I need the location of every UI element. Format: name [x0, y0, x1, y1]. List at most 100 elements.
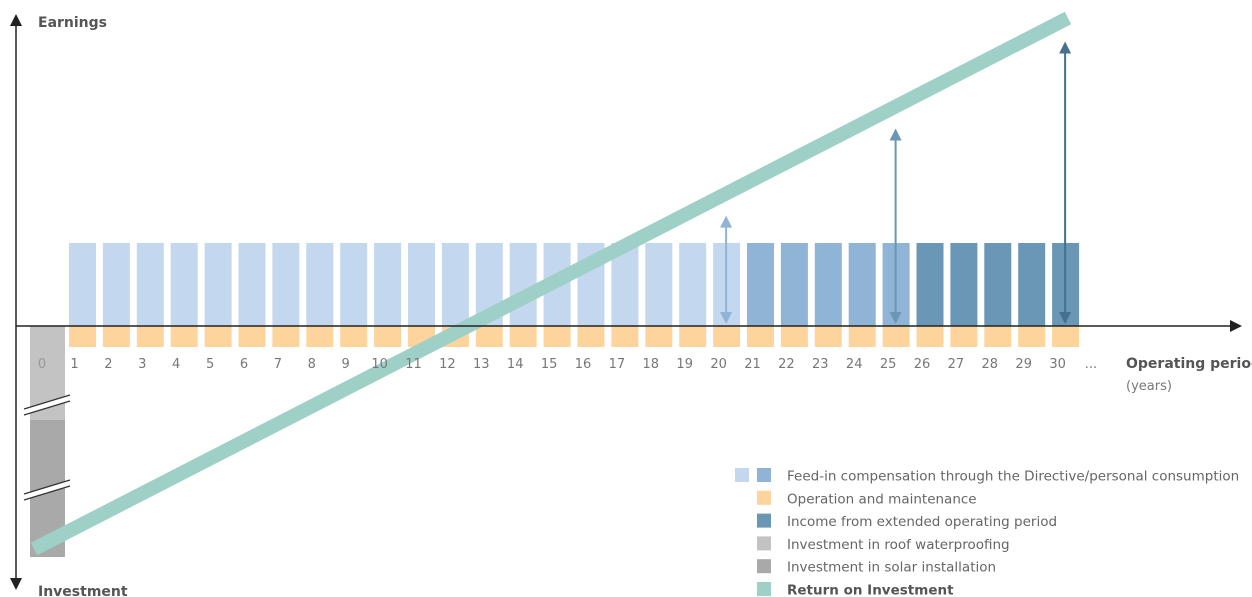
om-bar-year-23	[814, 326, 842, 347]
feed-in-bar-year-2	[102, 243, 130, 326]
return-arrow-head-bottom	[720, 312, 733, 324]
om-bar-year-7	[272, 326, 300, 347]
consumption-bar-year-21	[747, 243, 774, 326]
x-tick-label: 25	[880, 357, 897, 372]
x-tick-label: 5	[206, 357, 214, 372]
x-tick-labels: 0 ... 1 2 3 4 5 6 7 8 9 10 11 12 13 14 15 16 17 18 19 20 21 2…	[38, 357, 1097, 372]
investment-break-gap	[23, 480, 71, 500]
x-tick-label: 8	[308, 357, 316, 372]
x-tick-label: 13	[473, 357, 490, 372]
x-tick-label: 1	[70, 357, 78, 372]
x-tick-label: 18	[643, 357, 660, 372]
feed-in-bar-year-19	[679, 243, 707, 326]
legend-label: Income from extended operating period	[787, 514, 1057, 530]
om-bar-year-15	[543, 326, 571, 347]
feed-in-bar-year-5	[204, 243, 232, 326]
x-tick-label: 2	[104, 357, 112, 372]
x-tick-label: 23	[812, 357, 829, 372]
x-tick-label: 27	[948, 357, 965, 372]
legend-swatch-extended-income	[757, 513, 771, 528]
legend-label: Return on Investment	[787, 583, 954, 597]
return-on-investment-line	[30, 11, 1072, 556]
return-arrow-head-bottom	[889, 312, 902, 324]
feed-in-bar-year-7	[272, 243, 300, 326]
feed-in-bar-year-4	[170, 243, 198, 326]
feed-in-bar-year-9	[340, 243, 368, 326]
investment-break-mark	[23, 485, 71, 501]
x-tick-label: 6	[240, 357, 248, 372]
investment-bar-group	[23, 326, 71, 557]
om-bar-year-26	[916, 326, 944, 347]
feed-in-bar-group	[69, 243, 1080, 326]
x-tick-label: 3	[138, 357, 146, 372]
legend: Feed-in compensation through the Directi…	[735, 468, 1239, 597]
extended-income-bar-year-28	[984, 243, 1012, 326]
legend-label: Investment in solar installation	[787, 560, 996, 576]
om-bar-year-30	[1052, 326, 1080, 347]
x-tick-label: 26	[914, 357, 931, 372]
return-arrow-head-top	[720, 215, 733, 228]
legend-swatch-feed-in-light	[735, 468, 749, 482]
om-bar-year-27	[950, 326, 978, 347]
om-bar-year-24	[848, 326, 876, 347]
return-arrow-head-top	[889, 128, 902, 141]
om-bar-year-4	[170, 326, 198, 347]
x-tick-label: 15	[541, 357, 558, 372]
om-bar-year-29	[1018, 326, 1046, 347]
x-tick-label: 9	[342, 357, 350, 372]
investment-break-gap	[23, 395, 71, 415]
om-bar-year-9	[340, 326, 368, 347]
x-tick-label: 4	[172, 357, 180, 372]
om-bar-year-13	[475, 326, 503, 347]
legend-swatch-return-on-investment	[757, 582, 771, 596]
investment-break-mark	[23, 394, 71, 410]
om-bar-year-16	[577, 326, 605, 347]
x-tick-label-zero: 0	[38, 357, 46, 372]
x-tick-label: 21	[744, 357, 761, 372]
investment-break-mark	[23, 400, 71, 416]
om-bar-year-3	[136, 326, 164, 347]
x-axis-label: Operating period	[1126, 356, 1252, 372]
x-tick-label: 12	[439, 357, 456, 372]
feed-in-bar-year-3	[136, 243, 164, 326]
x-tick-label: 17	[609, 357, 626, 372]
y-axis-top-label: Earnings	[38, 15, 107, 31]
x-tick-label: 20	[710, 357, 727, 372]
feed-in-bar-year-6	[238, 243, 266, 326]
x-tick-label: 29	[1015, 357, 1032, 372]
operation-maintenance-bar-group	[69, 326, 1080, 347]
feed-in-bar-year-11	[408, 243, 435, 326]
x-tick-ellipsis: ...	[1085, 357, 1097, 372]
om-bar-year-10	[374, 326, 402, 347]
legend-label: Operation and maintenance	[787, 491, 977, 507]
x-tick-label: 7	[274, 357, 282, 372]
om-bar-year-14	[509, 326, 537, 347]
om-bar-year-21	[747, 326, 774, 347]
legend-label: Feed-in compensation through the Directi…	[787, 469, 1239, 485]
consumption-bar-year-23	[814, 243, 842, 326]
om-bar-year-18	[645, 326, 673, 347]
legend-label: Investment in roof waterproofing	[787, 537, 1010, 553]
om-bar-year-6	[238, 326, 266, 347]
x-axis-unit: (years)	[1126, 379, 1172, 394]
om-bar-year-19	[679, 326, 707, 347]
y-axis-bottom-label: Investment	[38, 584, 128, 597]
om-bar-year-1	[69, 326, 96, 347]
x-tick-label: 10	[371, 357, 388, 372]
investment-break-mark	[23, 479, 71, 495]
x-tick-label: 24	[846, 357, 863, 372]
return-arrow-group	[720, 41, 1072, 324]
feed-in-bar-year-8	[306, 243, 334, 326]
return-arrow-head-top	[1059, 41, 1072, 54]
om-bar-year-2	[102, 326, 130, 347]
x-tick-label: 19	[676, 357, 693, 372]
feed-in-bar-year-18	[645, 243, 673, 326]
om-bar-year-8	[306, 326, 334, 347]
legend-swatch-operation-maintenance	[757, 490, 771, 505]
roi-line-group	[30, 11, 1072, 556]
feed-in-bar-year-12	[441, 243, 469, 326]
om-bar-year-20	[713, 326, 741, 347]
x-tick-label: 28	[982, 357, 999, 372]
